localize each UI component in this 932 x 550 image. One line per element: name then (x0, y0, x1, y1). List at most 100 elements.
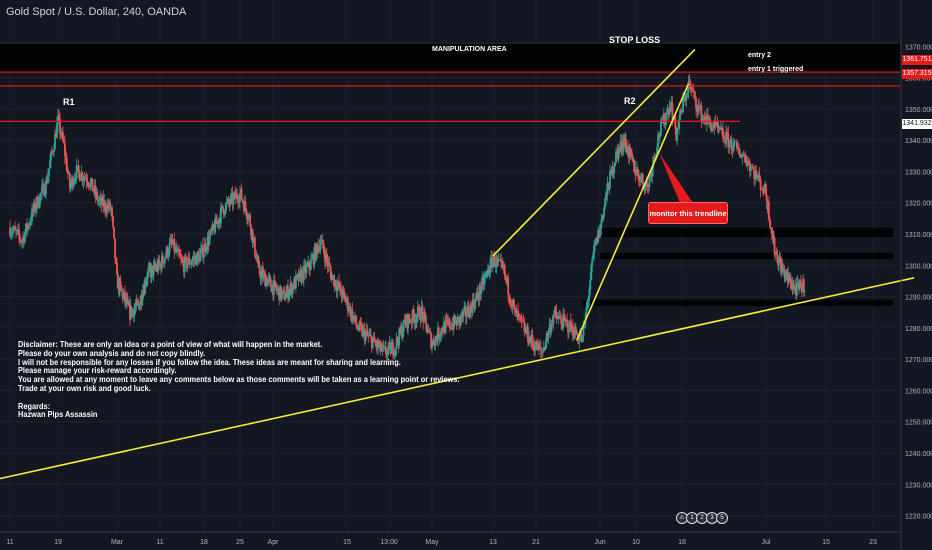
candle-body (738, 148, 740, 155)
candle-body (464, 307, 467, 317)
candle-body (649, 173, 652, 177)
candle-body (695, 97, 697, 109)
candle-body (302, 265, 305, 281)
candle-body (546, 333, 549, 338)
candle-body (118, 280, 121, 292)
candle-body (656, 147, 658, 154)
time-tick-label: 23 (869, 539, 877, 546)
candle-body (787, 272, 790, 282)
candle-body (682, 98, 684, 113)
candle-body (47, 175, 49, 183)
candle-body (611, 166, 614, 176)
candle-body (28, 224, 30, 226)
candle-body (100, 197, 103, 205)
candle-body (394, 348, 397, 350)
candle-body (667, 109, 670, 115)
candle-body (222, 209, 225, 215)
candle-body (767, 201, 770, 220)
candle-body (521, 320, 524, 322)
candle-body (27, 224, 29, 230)
candle-body (469, 304, 472, 318)
candle-body (501, 261, 503, 265)
candle-body (533, 345, 536, 351)
candle-body (561, 323, 564, 329)
candle-body (644, 183, 647, 191)
candle-body (692, 91, 695, 92)
candle-body (65, 157, 68, 172)
candle-body (131, 309, 133, 316)
candle-body (710, 124, 712, 132)
candle-body (685, 94, 688, 101)
candle-body (200, 248, 202, 254)
candle-body (32, 208, 34, 212)
candle-body (85, 178, 88, 182)
candle-body (614, 162, 617, 166)
candle-body (423, 312, 425, 323)
candle-body (78, 171, 81, 181)
candle-body (683, 97, 686, 99)
candle-body (219, 218, 221, 223)
candle-body (269, 278, 272, 287)
candle-body (291, 285, 294, 295)
candle-body (186, 263, 189, 268)
candle-body (12, 230, 14, 233)
candle-body (283, 290, 286, 301)
candle-body (764, 184, 766, 193)
candle-body (620, 140, 623, 150)
candle-body (98, 200, 101, 201)
candle-body (19, 235, 21, 241)
candle-body (181, 260, 184, 264)
candle-body (258, 264, 261, 275)
candle-body (440, 328, 443, 336)
candle-body (136, 300, 138, 303)
candle-body (268, 277, 271, 279)
candle-body (44, 193, 46, 196)
chart-grid (0, 45, 900, 517)
time-tick-label: 15 (822, 539, 830, 546)
candle-body (231, 193, 234, 205)
candle-body (188, 257, 191, 265)
candle-body (790, 288, 793, 289)
candle-body (733, 141, 736, 143)
candle-body (190, 262, 193, 264)
event-flag[interactable]: 5 (716, 512, 728, 524)
candle-body (246, 219, 249, 220)
candle-body (144, 283, 147, 288)
candle-body (424, 315, 427, 323)
candle-body (416, 307, 419, 317)
candle-body (347, 310, 350, 312)
candle-body (500, 259, 502, 262)
candle-body (187, 257, 190, 264)
candle-body (718, 127, 721, 130)
candle-body (392, 342, 394, 355)
candle-body (508, 295, 511, 299)
candle-body (206, 237, 209, 250)
candle-body (579, 334, 582, 337)
candle-body (596, 237, 598, 243)
candle-body (322, 239, 325, 249)
candle-body (198, 254, 200, 263)
candle-body (407, 315, 409, 329)
candle-body (127, 300, 130, 306)
price-tick-label: 1240.000 (905, 451, 932, 458)
candle-body (678, 119, 681, 129)
candle-body (751, 166, 753, 168)
economic-event-flags[interactable]: ⚠ 1 2 3 5 (676, 512, 728, 524)
candle-body (794, 285, 797, 290)
candle-body (660, 121, 662, 136)
candle-body (74, 178, 77, 179)
candle-body (587, 298, 590, 302)
r1-label: R1 (63, 97, 75, 107)
candle-body (776, 254, 779, 263)
disclaimer-line: You are allowed at any moment to leave a… (18, 374, 460, 385)
candle-body (636, 169, 638, 175)
candle-body (489, 258, 492, 273)
candle-body (238, 201, 240, 203)
candle-body (600, 220, 603, 228)
candle-body (504, 274, 507, 276)
candle-body (152, 265, 155, 276)
manipulation-zone (0, 43, 900, 73)
candle-body (654, 157, 657, 159)
candle-body (481, 278, 483, 291)
